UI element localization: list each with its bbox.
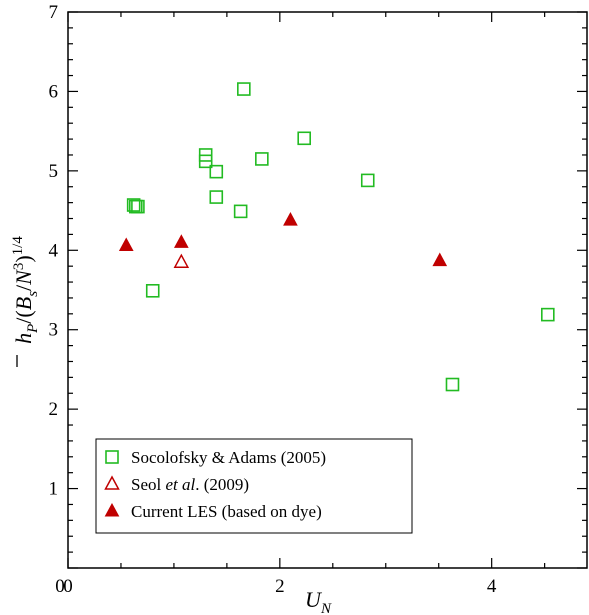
x-label-u: U — [305, 587, 323, 612]
data-point-square — [126, 198, 141, 212]
data-point-square — [131, 199, 145, 214]
legend-marker-open-triangle-icon — [104, 475, 120, 490]
axis-tick-labels: 0 2 4 1 2 3 4 5 6 7 0 — [49, 2, 497, 597]
legend-marker-square-icon — [105, 450, 119, 464]
data-point-square — [297, 131, 311, 146]
data-point-square — [360, 173, 375, 188]
plot-frame — [67, 11, 588, 569]
data-point-square — [237, 82, 251, 96]
data-point-filled-triangle — [173, 234, 189, 248]
x-axis-label: UN — [305, 587, 332, 615]
y-tick-label: 7 — [49, 2, 59, 23]
legend-label-socolofsky: Socolofsky & Adams (2005) — [131, 448, 326, 467]
y-label-power-sup: 1/4 — [10, 236, 26, 256]
y-tick-label: 3 — [49, 320, 59, 341]
y-axis-label: hP/(Bs/N3)1/4 — [10, 236, 41, 344]
y-label-p-sub: P — [25, 324, 41, 334]
data-point-open-triangle — [173, 253, 190, 268]
x-label-n-sub: N — [320, 601, 332, 615]
y-label-n: N — [11, 269, 36, 286]
data-point-square — [198, 154, 213, 169]
x-tick-label: 0 — [63, 576, 73, 597]
legend-marker-filled-triangle-icon — [104, 502, 120, 517]
legend-label-les: Current LES (based on dye) — [131, 502, 322, 521]
y-label-h: h — [11, 333, 36, 344]
y-label-open: /( — [11, 310, 36, 323]
y-tick-label: 6 — [49, 81, 59, 102]
data-marks — [118, 82, 555, 392]
x-tick-label: 2 — [275, 576, 285, 597]
data-point-square — [145, 283, 160, 298]
y-label-s-sub: s — [25, 291, 41, 297]
data-point-square — [209, 190, 224, 204]
data-point-filled-triangle — [432, 252, 448, 267]
legend: Socolofsky & Adams (2005) Seol et al. (2… — [95, 438, 413, 534]
data-point-square — [445, 377, 460, 392]
data-point-square — [541, 307, 555, 322]
legend-label-seol: Seol et al. (2009) — [131, 475, 249, 494]
y-tick-label: 1 — [49, 479, 59, 500]
y-tick-label: 2 — [49, 399, 59, 420]
data-point-square — [209, 164, 224, 179]
y-tick-label: 5 — [49, 161, 59, 182]
x-tick-label: 4 — [487, 576, 497, 597]
y-label-b: B — [11, 297, 36, 310]
data-point-square — [255, 152, 269, 166]
y-tick-label: 4 — [49, 240, 59, 261]
axis-ticks — [67, 11, 587, 569]
data-point-filled-triangle — [283, 212, 298, 226]
data-point-filled-triangle — [118, 237, 134, 252]
y-label-3-sup: 3 — [11, 263, 27, 271]
origin-tick-label: 0 — [55, 576, 65, 597]
legend-box — [95, 438, 413, 534]
data-point-square — [233, 204, 248, 219]
y-label-slash: / — [11, 284, 36, 291]
y-label-close: ) — [11, 255, 36, 262]
